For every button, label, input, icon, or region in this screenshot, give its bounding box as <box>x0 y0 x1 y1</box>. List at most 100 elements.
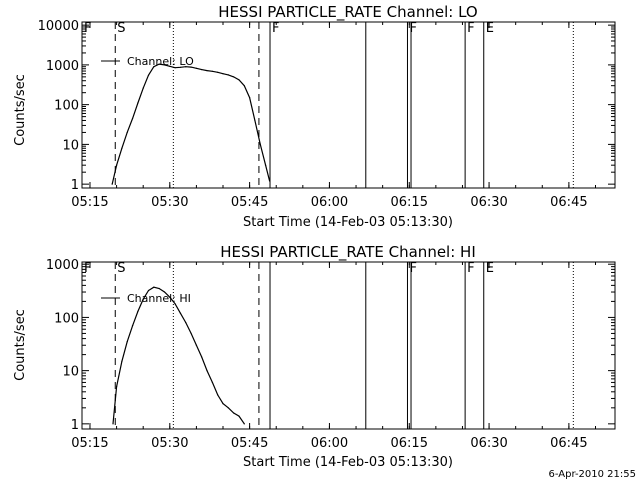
y-tick-label: 1 <box>71 178 79 193</box>
marker-label: S <box>117 21 125 36</box>
data-point <box>243 85 245 87</box>
y-axis-label: Counts/sec <box>13 309 28 381</box>
data-point <box>211 70 213 72</box>
data-point <box>121 147 123 149</box>
plot-frame <box>81 21 616 189</box>
marker-label: F <box>272 21 279 36</box>
x-tick-label: 05:15 <box>71 436 108 451</box>
x-tick-label: 05:15 <box>71 195 108 210</box>
data-point <box>163 291 166 293</box>
data-point <box>142 87 144 89</box>
y-tick-label: 1000 <box>46 258 79 273</box>
marker-label: F <box>409 21 416 36</box>
chart-title: HESSI PARTICLE_RATE Channel: HI <box>220 243 476 262</box>
x-axis-label: Start Time (14-Feb-03 05:13:30) <box>243 455 453 470</box>
data-point <box>112 423 114 425</box>
data-point <box>227 74 229 76</box>
footer-timestamp: 6-Apr-2010 21:55 <box>549 469 636 480</box>
panel-channel-hi: HESSI PARTICLE_RATE Channel: HI Counts/s… <box>13 243 616 470</box>
data-point <box>211 381 213 384</box>
data-point <box>185 321 187 324</box>
panel-channel-lo: HESSI PARTICLE_RATE Channel: LO Counts/s… <box>13 3 616 230</box>
data-point <box>115 164 118 166</box>
data-point <box>259 143 261 145</box>
data-point <box>195 67 198 69</box>
legend: Channel: HI <box>101 292 191 305</box>
data-point <box>158 287 160 290</box>
data-point <box>190 332 192 335</box>
data-point <box>268 180 271 182</box>
data-point <box>185 66 187 68</box>
y-tick-label: 10 <box>62 138 79 153</box>
data-point <box>163 64 166 66</box>
legend: Channel: LO <box>101 55 194 68</box>
y-axis-label: Counts/sec <box>13 74 28 146</box>
marker-label: E <box>486 261 494 276</box>
marker-label: F <box>467 21 474 36</box>
data-point <box>238 79 240 81</box>
data-point <box>217 71 219 73</box>
data-point <box>233 76 235 78</box>
data-point <box>227 407 229 409</box>
data-point <box>169 296 171 298</box>
x-tick-label: 05:30 <box>151 436 188 451</box>
x-tick-label: 05:45 <box>231 436 268 451</box>
data-point <box>190 66 192 68</box>
data-point <box>206 69 208 72</box>
x-tick-label: 06:45 <box>550 436 587 451</box>
data-point <box>115 386 118 388</box>
marker-label: F <box>409 261 416 276</box>
y-tick-label: 10 <box>62 365 79 380</box>
plot-frame <box>81 261 616 430</box>
series-line <box>111 63 271 185</box>
data-point <box>174 67 176 69</box>
data-point <box>201 356 203 358</box>
data-point <box>169 65 171 67</box>
x-tick-label: 05:30 <box>151 195 188 210</box>
marker-label: F <box>84 21 91 36</box>
data-point <box>158 63 160 65</box>
x-tick-label: 06:30 <box>470 195 507 210</box>
data-point <box>126 341 128 343</box>
data-point <box>243 423 245 425</box>
data-point <box>137 102 139 104</box>
data-point <box>131 325 134 327</box>
data-point <box>153 286 155 288</box>
series-line <box>112 286 245 425</box>
data-point <box>153 66 155 68</box>
y-tick-label: 100 <box>54 99 79 114</box>
data-point <box>222 403 224 405</box>
chart-title: HESSI PARTICLE_RATE Channel: LO <box>218 3 477 22</box>
y-tick-label: 1 <box>71 418 79 433</box>
data-point <box>254 119 256 122</box>
data-point <box>238 415 240 417</box>
legend-label: Channel: HI <box>127 292 191 305</box>
x-tick-label: 06:15 <box>391 195 428 210</box>
data-point <box>201 69 203 71</box>
data-point <box>147 74 150 76</box>
marker-label: F <box>84 261 91 276</box>
data-point <box>126 131 128 134</box>
marker-label: S <box>117 261 125 276</box>
x-tick-label: 06:15 <box>391 436 428 451</box>
data-point <box>195 344 198 346</box>
data-point <box>147 289 150 292</box>
data-point <box>179 312 182 314</box>
data-point <box>217 394 219 396</box>
data-point <box>222 73 224 75</box>
data-point <box>121 360 123 362</box>
data-point <box>137 310 139 312</box>
x-axis-label: Start Time (14-Feb-03 05:13:30) <box>243 215 453 230</box>
x-tick-label: 06:00 <box>311 195 348 210</box>
data-point <box>264 164 267 166</box>
y-tick-label: 1000 <box>46 59 79 74</box>
data-point <box>111 183 113 185</box>
x-tick-label: 06:30 <box>470 436 507 451</box>
data-point <box>174 303 176 305</box>
data-point <box>142 298 144 300</box>
legend-label: Channel: LO <box>127 55 194 68</box>
x-tick-label: 05:45 <box>231 195 268 210</box>
data-point <box>179 66 182 68</box>
x-tick-label: 06:45 <box>550 195 587 210</box>
